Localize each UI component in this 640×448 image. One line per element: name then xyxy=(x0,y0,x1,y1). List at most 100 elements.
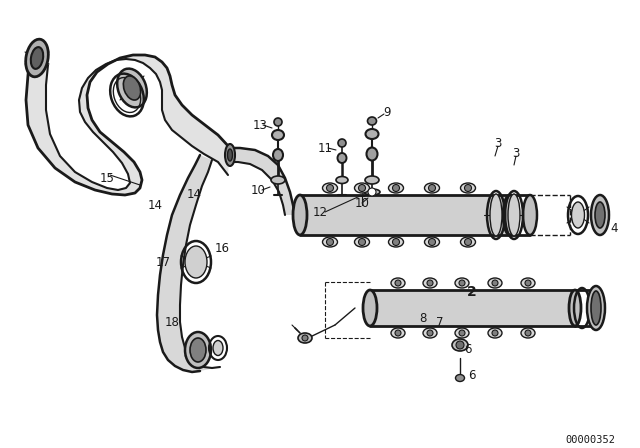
Text: 6: 6 xyxy=(468,369,476,382)
Ellipse shape xyxy=(190,338,206,362)
Polygon shape xyxy=(26,55,230,195)
Circle shape xyxy=(525,280,531,286)
Ellipse shape xyxy=(293,195,307,235)
Circle shape xyxy=(358,185,365,191)
Ellipse shape xyxy=(31,47,44,69)
Ellipse shape xyxy=(272,130,284,140)
Ellipse shape xyxy=(455,328,469,338)
Ellipse shape xyxy=(572,202,584,228)
Ellipse shape xyxy=(336,177,348,184)
Ellipse shape xyxy=(508,194,520,236)
Text: 18: 18 xyxy=(164,315,179,328)
Polygon shape xyxy=(230,148,295,215)
Ellipse shape xyxy=(185,332,211,368)
Ellipse shape xyxy=(388,237,403,247)
Ellipse shape xyxy=(365,176,379,184)
Circle shape xyxy=(459,280,465,286)
Ellipse shape xyxy=(337,153,346,163)
Ellipse shape xyxy=(388,183,403,193)
Circle shape xyxy=(459,330,465,336)
Circle shape xyxy=(525,330,531,336)
Ellipse shape xyxy=(323,237,337,247)
Text: 17: 17 xyxy=(156,255,170,268)
Ellipse shape xyxy=(225,144,235,166)
Ellipse shape xyxy=(117,69,147,108)
Circle shape xyxy=(465,238,472,246)
Text: 8: 8 xyxy=(419,311,427,324)
Circle shape xyxy=(326,185,333,191)
Ellipse shape xyxy=(452,339,468,351)
Text: 14: 14 xyxy=(147,198,163,211)
Text: 1: 1 xyxy=(358,186,365,199)
Text: 14: 14 xyxy=(186,188,202,201)
Text: 10: 10 xyxy=(251,184,266,197)
Circle shape xyxy=(427,280,433,286)
Text: 11: 11 xyxy=(317,142,333,155)
Circle shape xyxy=(456,341,464,349)
Ellipse shape xyxy=(424,183,440,193)
Ellipse shape xyxy=(521,278,535,288)
Circle shape xyxy=(395,280,401,286)
Circle shape xyxy=(429,185,435,191)
Text: 9: 9 xyxy=(383,105,391,119)
Ellipse shape xyxy=(355,183,369,193)
Ellipse shape xyxy=(391,278,405,288)
Text: 10: 10 xyxy=(355,197,369,210)
Polygon shape xyxy=(300,195,510,235)
Ellipse shape xyxy=(271,176,285,184)
Text: 7: 7 xyxy=(436,315,444,328)
Ellipse shape xyxy=(213,340,223,356)
Circle shape xyxy=(395,330,401,336)
Ellipse shape xyxy=(591,291,601,325)
Ellipse shape xyxy=(423,328,437,338)
Ellipse shape xyxy=(569,290,581,326)
Ellipse shape xyxy=(185,246,207,278)
Text: 15: 15 xyxy=(100,172,115,185)
Ellipse shape xyxy=(455,278,469,288)
Text: 3: 3 xyxy=(494,137,502,150)
Ellipse shape xyxy=(521,328,535,338)
Ellipse shape xyxy=(124,76,141,100)
Circle shape xyxy=(358,238,365,246)
Circle shape xyxy=(368,188,376,196)
Ellipse shape xyxy=(503,195,517,235)
Ellipse shape xyxy=(488,328,502,338)
Ellipse shape xyxy=(391,328,405,338)
Text: 12: 12 xyxy=(312,206,328,219)
Text: 6: 6 xyxy=(464,343,472,356)
Ellipse shape xyxy=(424,237,440,247)
Ellipse shape xyxy=(461,183,476,193)
Ellipse shape xyxy=(355,237,369,247)
Ellipse shape xyxy=(364,189,380,195)
Ellipse shape xyxy=(461,237,476,247)
Text: 3: 3 xyxy=(512,146,520,159)
Ellipse shape xyxy=(490,194,502,236)
Ellipse shape xyxy=(338,139,346,147)
Circle shape xyxy=(492,330,498,336)
Ellipse shape xyxy=(274,118,282,126)
Circle shape xyxy=(392,238,399,246)
Ellipse shape xyxy=(273,149,283,161)
Text: 16: 16 xyxy=(214,241,230,254)
Ellipse shape xyxy=(587,286,605,330)
Polygon shape xyxy=(157,155,220,372)
Circle shape xyxy=(429,238,435,246)
Ellipse shape xyxy=(323,183,337,193)
Polygon shape xyxy=(370,290,575,326)
Circle shape xyxy=(302,335,308,341)
Text: 5: 5 xyxy=(590,210,598,223)
Ellipse shape xyxy=(423,278,437,288)
Circle shape xyxy=(427,330,433,336)
Circle shape xyxy=(392,185,399,191)
Text: 13: 13 xyxy=(253,119,268,132)
Ellipse shape xyxy=(595,202,605,228)
Text: 4: 4 xyxy=(611,221,618,234)
Ellipse shape xyxy=(227,149,232,161)
Ellipse shape xyxy=(591,195,609,235)
Ellipse shape xyxy=(26,39,49,77)
Ellipse shape xyxy=(367,147,378,160)
Circle shape xyxy=(465,185,472,191)
Ellipse shape xyxy=(523,195,537,235)
Text: 2: 2 xyxy=(467,285,477,299)
Circle shape xyxy=(326,238,333,246)
